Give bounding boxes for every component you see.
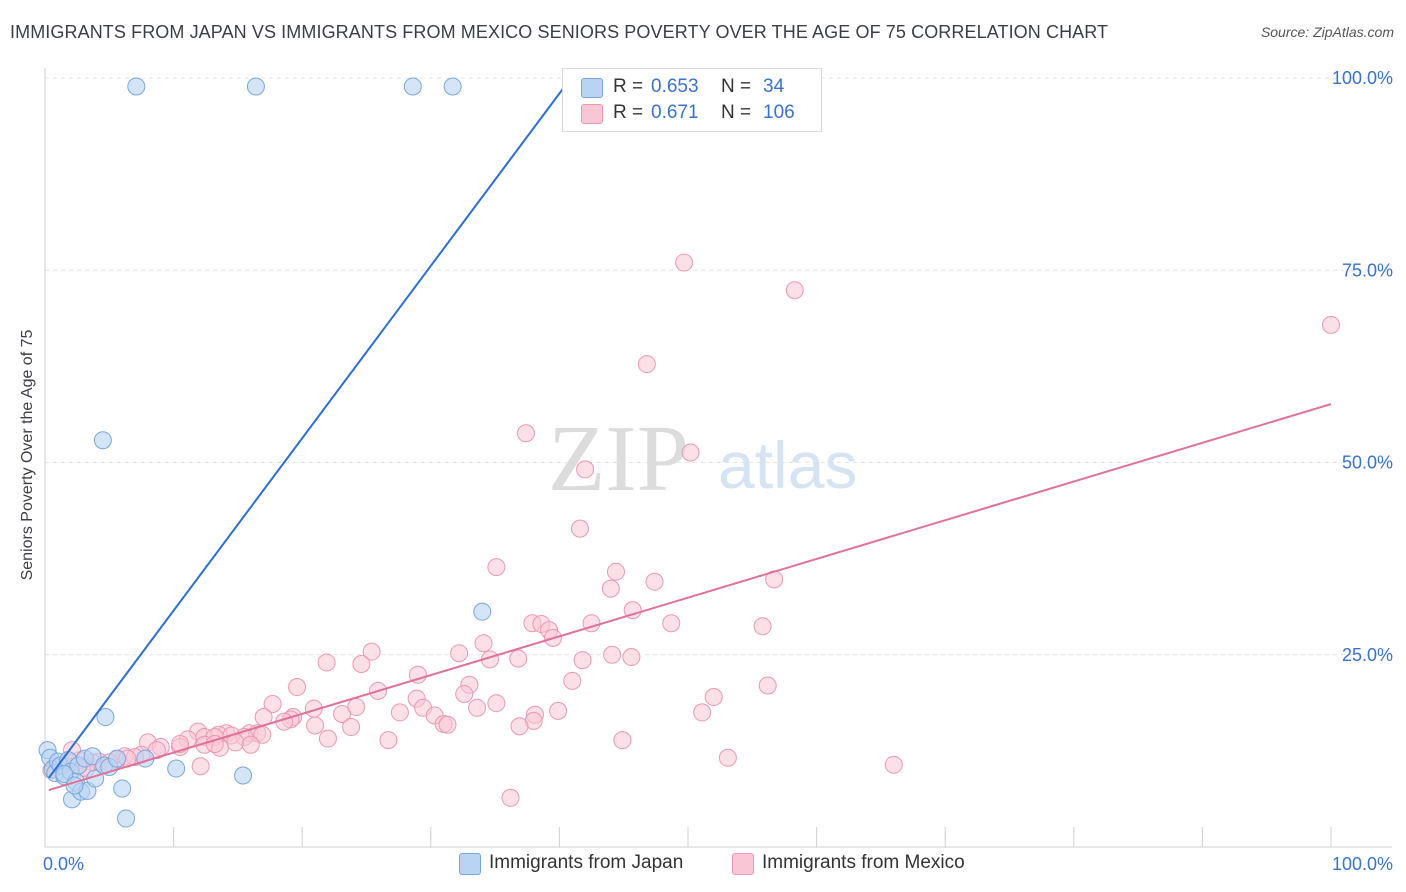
mexico-point	[487, 694, 506, 713]
watermark-atlas: atlas	[718, 428, 857, 502]
n-label: N =	[721, 102, 752, 123]
source-label: Source: ZipAtlas.com	[1260, 24, 1394, 40]
japan-point	[55, 764, 74, 783]
chart-title: IMMIGRANTS FROM JAPAN VS IMMIGRANTS FROM…	[10, 22, 1109, 42]
mexico-point	[342, 718, 361, 737]
series-legend: Immigrants from Japan Immigrants from Me…	[0, 851, 1406, 877]
y-tick-label: 50.0%	[1342, 453, 1393, 473]
n-value: 106	[763, 102, 795, 123]
mexico-point	[333, 704, 352, 723]
mexico-swatch	[581, 104, 603, 124]
mexico-point	[468, 698, 487, 717]
japan-point	[246, 77, 265, 96]
mexico-point	[241, 735, 260, 754]
japan-point	[473, 602, 492, 621]
mexico-point	[390, 703, 409, 722]
mexico-point	[570, 519, 589, 538]
japan-swatch	[581, 78, 603, 98]
watermark: ZIP atlas	[548, 407, 857, 511]
n-value: 34	[763, 76, 785, 97]
mexico-point	[362, 642, 381, 661]
mexico-point	[785, 281, 804, 300]
japan-trendline	[48, 77, 572, 779]
mexico-point	[662, 614, 681, 633]
mexico-point	[645, 572, 664, 591]
japan-point	[234, 766, 253, 785]
y-tick-label: 75.0%	[1342, 260, 1393, 280]
japan-point	[113, 779, 132, 798]
mexico-point	[171, 734, 190, 753]
mexico-point	[613, 731, 632, 750]
japan-point	[403, 77, 422, 96]
mexico-point	[288, 678, 307, 697]
mexico-point	[263, 694, 282, 713]
japan-point	[443, 77, 462, 96]
mexico-point	[563, 671, 582, 690]
japan-point	[127, 77, 146, 96]
legend-label-mexico: Immigrants from Mexico	[762, 852, 965, 873]
japan-point	[96, 708, 115, 727]
x-tick-label: 100.0%	[1332, 854, 1393, 874]
y-tick-label: 25.0%	[1342, 645, 1393, 665]
trendlines	[48, 77, 1332, 792]
mexico-point	[758, 676, 777, 695]
mexico-trendline	[48, 403, 1332, 792]
mexico-point	[455, 684, 474, 703]
japan-point	[117, 809, 136, 828]
mexico-point	[501, 788, 520, 807]
mexico-point	[516, 424, 535, 443]
mexico-points	[42, 253, 1340, 807]
mexico-point	[884, 755, 903, 774]
mexico-point	[450, 644, 469, 663]
r-value: 0.653	[651, 76, 699, 97]
mexico-point	[576, 460, 595, 479]
legend-label-japan: Immigrants from Japan	[489, 852, 684, 873]
japan-point	[93, 431, 112, 450]
mexico-point	[474, 634, 493, 653]
japan-point	[167, 759, 186, 778]
mexico-point	[623, 601, 642, 620]
mexico-point	[718, 748, 737, 767]
mexico-point	[438, 715, 457, 734]
watermark-zip: ZIP	[548, 407, 689, 511]
mexico-point	[379, 731, 398, 750]
mexico-point	[408, 665, 427, 684]
mexico-point	[509, 649, 528, 668]
mexico-point	[675, 253, 694, 272]
x-tick-label: 0.0%	[43, 854, 84, 874]
mexico-point	[487, 558, 506, 577]
mexico-swatch	[732, 853, 754, 875]
r-label: R =	[613, 76, 644, 97]
tick-labels: 25.0% 50.0% 75.0% 100.0% 0.0% 100.0%	[43, 68, 1393, 874]
mexico-point	[191, 757, 210, 776]
stats-legend: R = 0.653 N = 34 R = 0.671 N = 106	[562, 68, 822, 132]
mexico-point	[693, 703, 712, 722]
mexico-point	[637, 355, 656, 374]
gridlines	[45, 77, 1392, 656]
mexico-point	[704, 688, 723, 707]
mexico-point	[573, 651, 592, 670]
r-value: 0.671	[651, 102, 699, 123]
y-tick-label: 100.0%	[1332, 68, 1393, 88]
mexico-point	[510, 717, 529, 736]
japan-point	[108, 749, 127, 768]
mexico-point	[549, 701, 568, 720]
mexico-point	[1322, 315, 1340, 334]
n-label: N =	[721, 76, 752, 97]
axes	[44, 68, 1392, 848]
mexico-point	[601, 579, 620, 598]
mexico-point	[306, 716, 325, 735]
mexico-point	[681, 443, 700, 462]
mexico-point	[603, 645, 622, 664]
mexico-point	[317, 653, 336, 672]
r-label: R =	[613, 102, 644, 123]
mexico-point	[352, 654, 371, 673]
mexico-point	[606, 562, 625, 581]
japan-swatch	[459, 853, 481, 875]
mexico-point	[622, 648, 641, 667]
mexico-point	[753, 617, 772, 636]
mexico-point	[318, 729, 337, 748]
